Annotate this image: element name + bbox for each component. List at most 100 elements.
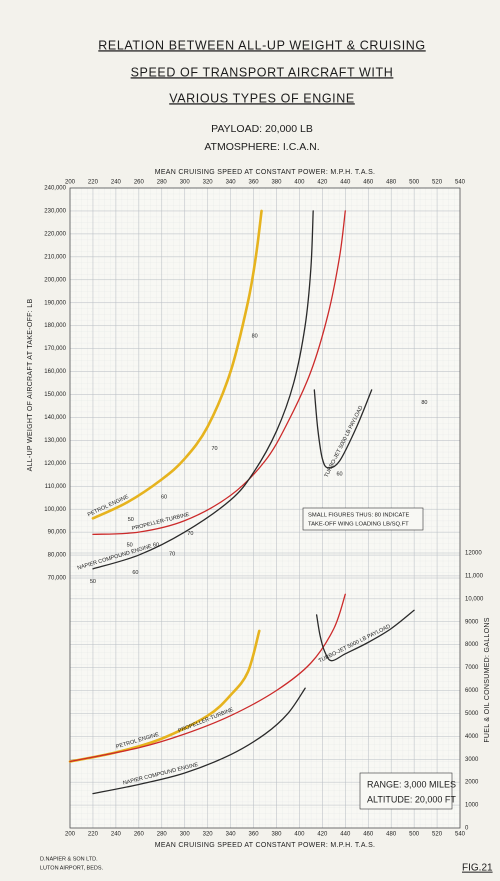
x-tick-label: 320 bbox=[203, 180, 214, 186]
x-tick-label: 500 bbox=[409, 180, 420, 186]
y-tick-label: 110,000 bbox=[45, 484, 67, 490]
x-tick-label: 200 bbox=[65, 180, 76, 186]
x-tick-label: 200 bbox=[65, 832, 76, 838]
note-frame bbox=[302, 507, 424, 531]
wing-loading-figure: 80 bbox=[252, 334, 258, 340]
y2-tick-label: 0 bbox=[465, 826, 469, 832]
y2-tick-label: 11,000 bbox=[465, 573, 484, 579]
y-tick-label: 210,000 bbox=[44, 254, 66, 260]
x-tick-label: 460 bbox=[363, 180, 374, 186]
y2-tick-label: 7000 bbox=[465, 665, 479, 671]
y-tick-label: 220,000 bbox=[44, 231, 66, 237]
y-tick-label: 130,000 bbox=[44, 438, 66, 444]
y2-tick-label: 3000 bbox=[465, 757, 479, 763]
x-tick-label: 280 bbox=[157, 832, 168, 838]
x-tick-label: 280 bbox=[157, 180, 168, 186]
x-tick-label: 360 bbox=[249, 832, 260, 838]
y-tick-label: 190,000 bbox=[44, 300, 66, 306]
y-tick-label: 180,000 bbox=[44, 323, 66, 329]
x-tick-label: 220 bbox=[88, 180, 99, 186]
y-tick-label: 120,000 bbox=[44, 461, 66, 467]
y-tick-label: 90,000 bbox=[48, 530, 67, 536]
x-tick-label: 420 bbox=[317, 180, 328, 186]
x-tick-label: 380 bbox=[271, 832, 282, 838]
x-tick-label: 480 bbox=[386, 180, 397, 186]
x-tick-label: 220 bbox=[88, 832, 99, 838]
series-line bbox=[91, 209, 263, 520]
x-tick-label: 440 bbox=[340, 180, 351, 186]
y-tick-label: 150,000 bbox=[44, 392, 66, 398]
y-tick-label: 140,000 bbox=[44, 415, 66, 421]
subtitle: PAYLOAD: 20,000 LB bbox=[211, 123, 313, 135]
x-tick-label: 480 bbox=[386, 832, 397, 838]
series-line bbox=[92, 687, 306, 795]
wing-loading-figure: 70 bbox=[211, 446, 217, 452]
x-tick-label: 320 bbox=[203, 832, 214, 838]
x-tick-label: 520 bbox=[432, 832, 443, 838]
footer: D.NAPIER & SON LTD. bbox=[40, 856, 98, 862]
x-tick-label: 260 bbox=[134, 832, 145, 838]
y2-tick-label: 1000 bbox=[465, 803, 479, 809]
wing-loading-figure: 70 bbox=[187, 531, 193, 537]
footer: LUTON AIRPORT, BEDS. bbox=[40, 865, 104, 871]
y2-tick-label: 2000 bbox=[465, 780, 479, 786]
x-axis-label: MEAN CRUISING SPEED AT CONSTANT POWER: M… bbox=[155, 169, 376, 176]
y-tick-label: 200,000 bbox=[44, 277, 66, 283]
wing-loading-figure: 50 bbox=[90, 579, 96, 585]
x-tick-label: 540 bbox=[455, 180, 466, 186]
figure-number: FIG.21 bbox=[462, 863, 493, 874]
note-text: SMALL FIGURES THUS: 80 INDICATE bbox=[308, 513, 409, 519]
x-tick-label: 500 bbox=[409, 832, 420, 838]
series-line bbox=[69, 593, 346, 763]
x-tick-label: 540 bbox=[455, 832, 466, 838]
x-tick-label: 300 bbox=[180, 180, 191, 186]
plot-frame bbox=[69, 187, 461, 829]
subtitle: ATMOSPHERE: I.C.A.N. bbox=[204, 141, 319, 153]
y-tick-label: 160,000 bbox=[44, 369, 66, 375]
wing-loading-figure: 60 bbox=[161, 494, 167, 500]
wing-loading-figure: 70 bbox=[169, 552, 175, 558]
x-tick-label: 360 bbox=[249, 180, 260, 186]
x-tick-label: 440 bbox=[340, 832, 351, 838]
y-tick-label: 100,000 bbox=[44, 507, 66, 513]
y-tick-label: 80,000 bbox=[48, 553, 67, 559]
x-axis-label: MEAN CRUISING SPEED AT CONSTANT POWER: M… bbox=[155, 842, 376, 849]
x-tick-label: 240 bbox=[111, 832, 122, 838]
x-tick-label: 340 bbox=[226, 180, 237, 186]
y2-tick-label: 4000 bbox=[465, 734, 479, 740]
series-line bbox=[315, 609, 415, 662]
y-tick-label: 230,000 bbox=[44, 209, 66, 215]
y2-tick-label: 6000 bbox=[465, 688, 479, 694]
x-tick-label: 460 bbox=[363, 832, 374, 838]
conditions-box: RANGE: 3,000 MILES ALTITUDE: 20,000 FT bbox=[359, 772, 456, 810]
wing-loading-figure: 60 bbox=[153, 542, 159, 548]
wing-loading-figure: 80 bbox=[421, 400, 427, 406]
series-line bbox=[92, 210, 314, 570]
note-text: TAKE-OFF WING LOADING LB/SQ.FT bbox=[308, 522, 409, 528]
wing-loading-figure: 60 bbox=[132, 570, 138, 576]
wing-loading-figure: 60 bbox=[336, 471, 342, 477]
y-tick-label: 240,000 bbox=[44, 186, 66, 192]
y2-tick-label: 10,000 bbox=[465, 596, 484, 602]
x-tick-label: 240 bbox=[111, 180, 122, 186]
series-line bbox=[92, 210, 346, 536]
conditions-frame bbox=[359, 772, 453, 810]
conditions-text: RANGE: 3,000 MILES bbox=[367, 779, 456, 789]
y2-axis-label: FUEL & OIL CONSUMED: GALLONS bbox=[484, 617, 491, 742]
title: SPEED OF TRANSPORT AIRCRAFT WITH bbox=[131, 65, 394, 79]
x-tick-label: 340 bbox=[226, 832, 237, 838]
y2-tick-label: 5000 bbox=[465, 711, 479, 717]
y2-tick-label: 12000 bbox=[465, 551, 482, 557]
wing-loading-figure: 50 bbox=[127, 542, 133, 548]
wing-loading-figure: 50 bbox=[128, 517, 134, 523]
y-axis-label: ALL-UP WEIGHT OF AIRCRAFT AT TAKE-OFF: L… bbox=[27, 299, 34, 472]
y2-tick-label: 9000 bbox=[465, 619, 479, 625]
y-tick-label: 70,000 bbox=[48, 576, 67, 582]
x-tick-label: 300 bbox=[180, 832, 191, 838]
series-line bbox=[313, 389, 373, 469]
y2-tick-label: 8000 bbox=[465, 642, 479, 648]
x-tick-label: 260 bbox=[134, 180, 145, 186]
x-tick-label: 400 bbox=[294, 832, 305, 838]
title: VARIOUS TYPES OF ENGINE bbox=[169, 91, 355, 105]
